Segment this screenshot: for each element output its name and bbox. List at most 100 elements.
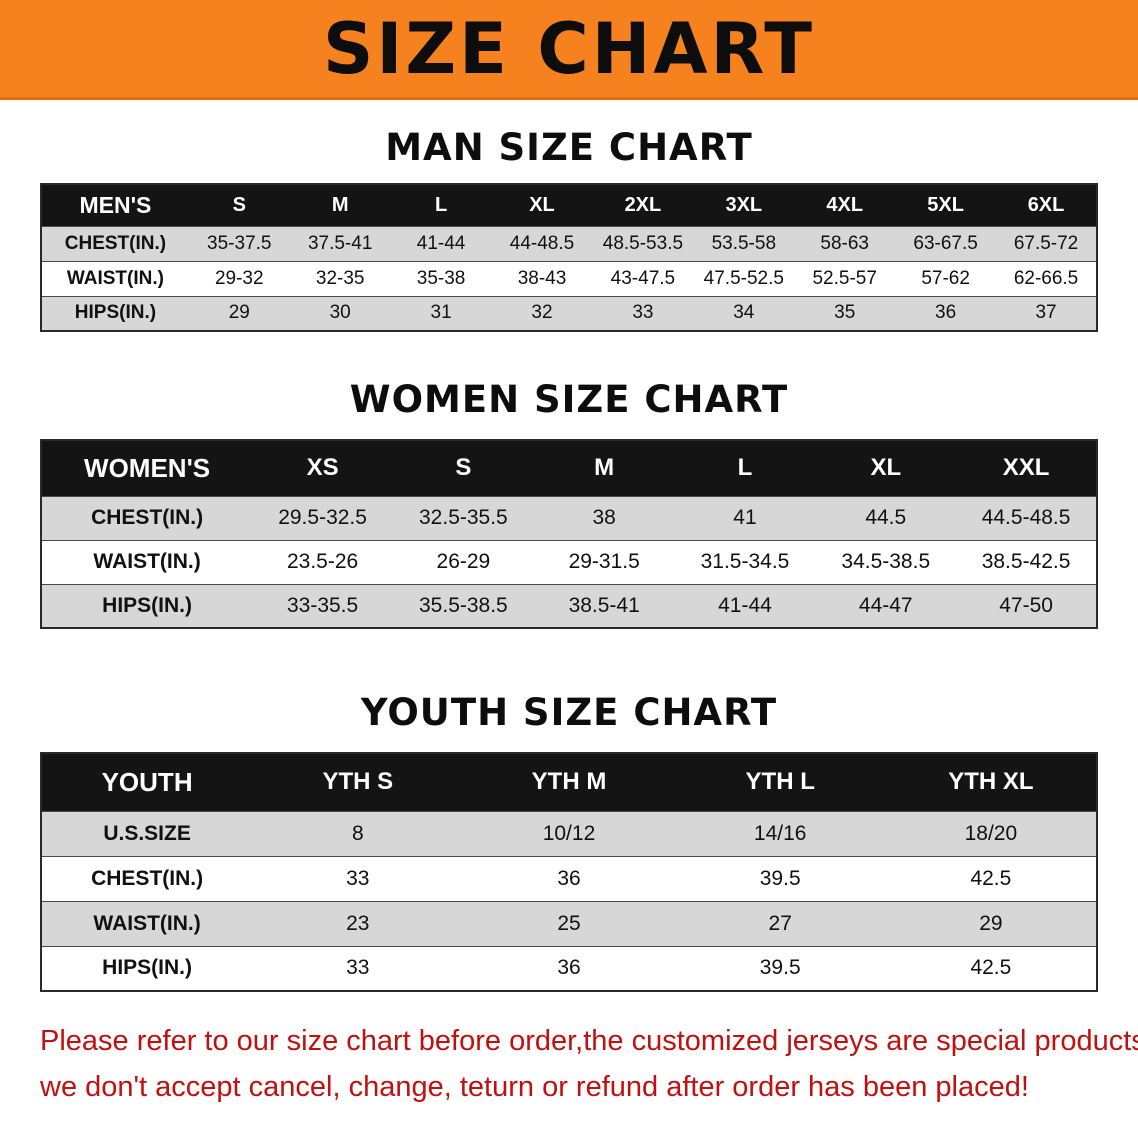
table-cell: 34.5-38.5 [841, 550, 931, 573]
table-cell: 31.5-34.5 [700, 550, 790, 573]
table-cell: 39.5 [759, 956, 801, 980]
table-cell: 33 [346, 956, 370, 980]
page-title: SIZE CHART [322, 7, 816, 90]
table-body: CHEST(IN.) 29.5-32.5 32.5-35.5 38 41 44.5 44.5… [41, 496, 1097, 628]
table-cell: 37.5-41 [307, 232, 373, 254]
table-cell: 33 [632, 302, 654, 324]
size-header-cell: XL [870, 454, 902, 482]
table-cell: 29.5-32.5 [278, 506, 367, 529]
table-cell: 23 [346, 911, 370, 935]
table-row: WAIST(IN.) 23 25 27 29 [41, 901, 1097, 946]
table-cell: 23.5-26 [286, 550, 359, 573]
table-title-cell: YOUTH [101, 766, 193, 797]
size-table: YOUTH YTH S YTH M YTH L YTH XL U.S.SIZE 8 10/12… [40, 752, 1098, 992]
section-heading: YOUTH SIZE CHART [360, 691, 778, 734]
size-header-cell: YTH S [322, 768, 394, 796]
table-cell: 36 [557, 866, 581, 890]
table-cell: 58-63 [820, 232, 870, 254]
table-head: YOUTH YTH S YTH M YTH L YTH XL [41, 753, 1097, 811]
size-header-cell: 2XL [624, 193, 662, 216]
table-cell: 47.5-52.5 [703, 267, 784, 289]
size-chart-section: MAN SIZE CHART MEN'S S M L XL 2XL 3XL 4XL 5XL 6XL C… [0, 126, 1138, 332]
table-cell: 35.5-38.5 [419, 593, 508, 617]
table-row: U.S.SIZE 8 10/12 14/16 18/20 [41, 811, 1097, 856]
size-header-cell: 4XL [826, 193, 864, 216]
table-cell: 62-66.5 [1013, 267, 1079, 289]
banner: SIZE CHART [0, 0, 1138, 100]
table-cell: 18/20 [964, 821, 1018, 845]
size-header-cell: L [434, 193, 448, 216]
table-cell: 8 [351, 821, 364, 845]
row-label: HIPS(IN.) [102, 956, 193, 980]
size-header-cell: 6XL [1027, 193, 1065, 216]
table-cell: 41 [733, 506, 757, 529]
table-cell: 44.5 [865, 506, 907, 529]
table-cell: 38 [592, 506, 616, 529]
table-cell: 30 [329, 302, 351, 324]
table-row: CHEST(IN.) 29.5-32.5 32.5-35.5 38 41 44.5 44.5… [41, 496, 1097, 540]
table-cell: 44.5-48.5 [981, 506, 1071, 529]
charts: MAN SIZE CHART MEN'S S M L XL 2XL 3XL 4XL 5XL 6XL C… [0, 126, 1138, 992]
table-cell: 63-67.5 [913, 232, 978, 254]
table-cell: 35-38 [416, 267, 466, 289]
table-cell: 52.5-57 [812, 267, 877, 289]
size-table: MEN'S S M L XL 2XL 3XL 4XL 5XL 6XL CHEST(IN.) 35-37… [40, 183, 1098, 332]
table-head: MEN'S S M L XL 2XL 3XL 4XL 5XL 6XL [41, 184, 1097, 226]
table-cell: 29-31.5 [568, 550, 640, 573]
table-cell: 31 [430, 302, 452, 324]
size-chart-section: YOUTH SIZE CHART YOUTH YTH S YTH M YTH L YTH … [0, 691, 1138, 992]
table-cell: 47-50 [999, 593, 1053, 617]
section-heading: MAN SIZE CHART [385, 126, 753, 169]
table-cell: 32.5-35.5 [419, 506, 508, 529]
table-cell: 42.5 [970, 956, 1012, 980]
table-cell: 41-44 [416, 232, 466, 254]
table-row: HIPS(IN.) 33-35.5 35.5-38.5 38.5-41 41-44 44-… [41, 584, 1097, 628]
table-cell: 35-37.5 [207, 232, 272, 254]
size-header-cell: YTH XL [948, 768, 1034, 796]
table-cell: 32 [531, 302, 553, 324]
row-label: U.S.SIZE [103, 821, 191, 845]
table-body: CHEST(IN.) 35-37.5 37.5-41 41-44 44-48.5 48.5… [41, 226, 1097, 331]
size-header-cell: S [455, 454, 472, 482]
table-cell: 29 [228, 302, 250, 324]
table-cell: 39.5 [759, 866, 801, 890]
size-header-cell: YTH M [531, 768, 607, 796]
table-cell: 36 [935, 302, 957, 324]
size-header-cell: 3XL [725, 193, 763, 216]
row-label: HIPS(IN.) [74, 302, 157, 324]
table-row: CHEST(IN.) 35-37.5 37.5-41 41-44 44-48.5 48.5… [41, 226, 1097, 261]
table-cell: 57-62 [921, 267, 970, 289]
size-header-cell: XS [306, 454, 339, 482]
table-cell: 53.5-58 [711, 232, 777, 254]
table-cell: 25 [557, 911, 581, 935]
table-row: HIPS(IN.) 29 30 31 32 33 34 35 36 37 [41, 296, 1097, 331]
size-header-cell: M [331, 193, 349, 216]
row-label: CHEST(IN.) [64, 232, 167, 254]
size-header-cell: XXL [1002, 454, 1050, 482]
table-cell: 41-44 [718, 593, 772, 617]
table-cell: 34 [733, 302, 755, 324]
table-cell: 38.5-41 [568, 593, 640, 617]
notice-line-1: Please refer to our size chart before or… [40, 1025, 1138, 1057]
table-row: WAIST(IN.) 23.5-26 26-29 29-31.5 31.5-34.5 34… [41, 540, 1097, 584]
table-cell: 43-47.5 [610, 267, 676, 289]
table-header-row: YOUTH YTH S YTH M YTH L YTH XL [41, 753, 1097, 811]
table-header-row: WOMEN'S XS S M L XL XXL [41, 440, 1097, 496]
table-cell: 14/16 [753, 821, 807, 845]
table-cell: 37 [1035, 302, 1057, 324]
table-cell: 38.5-42.5 [981, 550, 1071, 573]
table-row: WAIST(IN.) 29-32 32-35 35-38 38-43 43-47.5 47.… [41, 261, 1097, 296]
row-label: WAIST(IN.) [93, 550, 201, 573]
table-cell: 27 [768, 911, 792, 935]
row-label: WAIST(IN.) [93, 911, 201, 935]
table-cell: 35 [834, 302, 856, 324]
table-title-cell: MEN'S [79, 191, 152, 218]
size-header-cell: 5XL [927, 193, 964, 216]
table-row: HIPS(IN.) 33 36 39.5 42.5 [41, 946, 1097, 991]
table-row: CHEST(IN.) 33 36 39.5 42.5 [41, 856, 1097, 901]
row-label: HIPS(IN.) [102, 593, 193, 617]
table-cell: 44-47 [858, 593, 913, 617]
size-header-cell: M [594, 454, 615, 482]
section-heading: WOMEN SIZE CHART [349, 378, 789, 421]
